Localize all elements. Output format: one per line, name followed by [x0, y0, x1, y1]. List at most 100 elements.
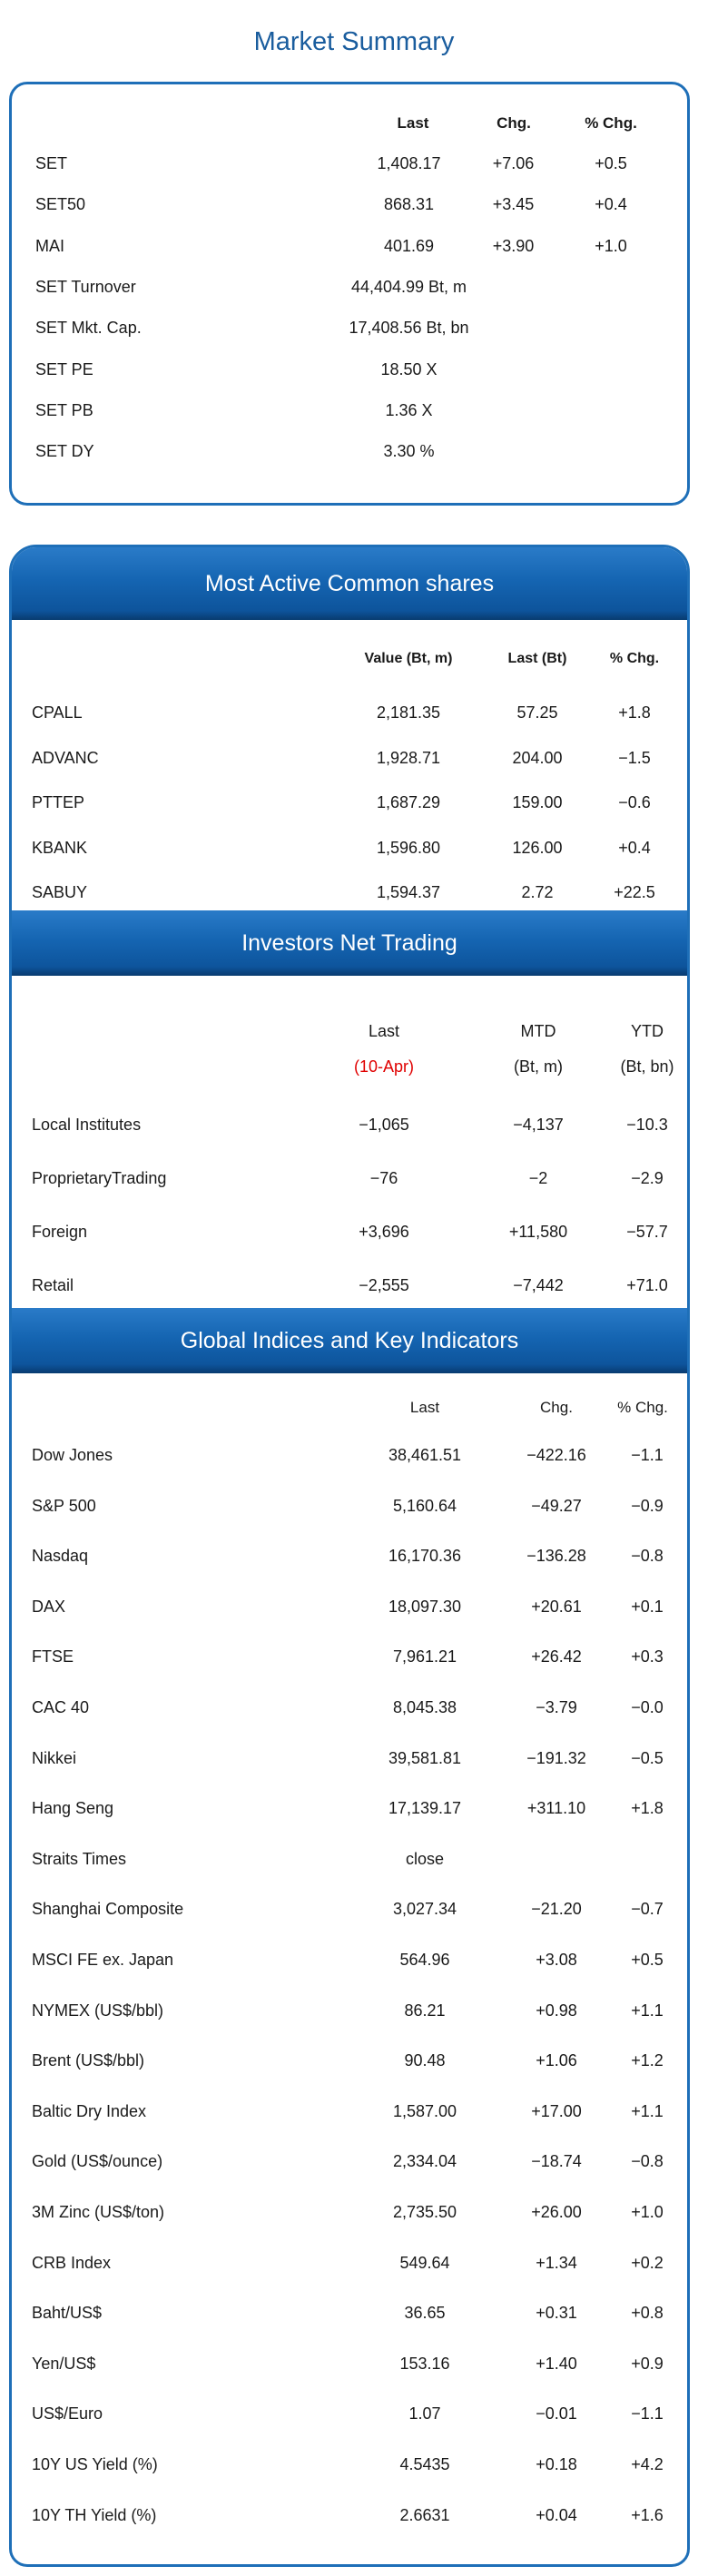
table-row: Foreign +3,696 +11,580 −57.7 — [12, 1218, 687, 1245]
table-row: ADVANC 1,928.71 204.00 −1.5 — [12, 744, 687, 772]
table-row: Retail −2,555 −7,442 +71.0 — [12, 1272, 687, 1299]
table-row: US$/Euro 1.07 −0.01 −1.1 — [12, 2400, 687, 2427]
chg-value: +0.31 — [536, 2304, 577, 2323]
last-price: 57.25 — [516, 703, 558, 722]
last-value: 8,045.38 — [392, 1698, 457, 1716]
chg-value: −422.16 — [526, 1446, 586, 1464]
chg-value: +26.00 — [531, 2203, 582, 2221]
table-row: Nasdaq 16,170.36 −136.28 −0.8 — [12, 1542, 687, 1569]
ytd-value: −57.7 — [626, 1223, 668, 1241]
investor-type: Local Institutes — [32, 1116, 142, 1134]
column-header-chg: Chg. — [540, 1399, 573, 1416]
column-header-last-bt: Last (Bt) — [507, 651, 567, 666]
investors-subheader-row: (10-Apr) (Bt, m) (Bt, bn) — [12, 1053, 687, 1080]
last-value: 5,160.64 — [392, 1496, 457, 1515]
pct-chg-value: +0.4 — [618, 838, 651, 857]
last-value: 44,404.99 Bt, m — [350, 277, 467, 296]
column-header-last: Last — [368, 1022, 400, 1040]
stock-symbol: PTTEP — [32, 793, 85, 811]
table-row: SET 1,408.17 +7.06 +0.5 — [12, 150, 687, 177]
indicator-name: Baht/US$ — [32, 2304, 103, 2323]
table-row: KBANK 1,596.80 126.00 +0.4 — [12, 834, 687, 861]
table-row: Local Institutes −1,065 −4,137 −10.3 — [12, 1111, 687, 1138]
chg-value: +26.42 — [531, 1647, 582, 1667]
indicator-name: Nasdaq — [32, 1547, 89, 1566]
mtd-value: −2 — [528, 1169, 548, 1187]
indicator-name: Hang Seng — [32, 1799, 114, 1818]
pct-chg-value: +1.0 — [631, 2203, 664, 2221]
pct-chg-value: +1.0 — [595, 236, 627, 255]
table-row: MSCI FE ex. Japan 564.96 +3.08 +0.5 — [12, 1946, 687, 1973]
table-row: Gold (US$/ounce) 2,334.04 −18.74 −0.8 — [12, 2148, 687, 2175]
row-label: SET DY — [35, 442, 94, 461]
chg-value: −21.20 — [531, 1900, 582, 1919]
chg-value: +1.34 — [536, 2253, 577, 2272]
last-value: −76 — [369, 1169, 398, 1187]
ytd-value: −2.9 — [631, 1169, 664, 1187]
pct-chg-value: +0.5 — [595, 154, 627, 172]
pct-chg-value: +0.5 — [631, 1951, 664, 1969]
last-value: −2,555 — [359, 1276, 409, 1294]
table-row: SET50 868.31 +3.45 +0.4 — [12, 191, 687, 218]
chg-value: +311.10 — [526, 1799, 586, 1818]
column-header-last: Last — [397, 114, 429, 132]
table-row: PTTEP 1,687.29 159.00 −0.6 — [12, 789, 687, 816]
indicator-name: Shanghai Composite — [32, 1900, 184, 1919]
table-row: CRB Index 549.64 +1.34 +0.2 — [12, 2249, 687, 2276]
global-header-row: Last Chg. % Chg. — [12, 1394, 687, 1421]
pct-chg-value: +1.2 — [631, 2051, 664, 2070]
pct-chg-value: +1.8 — [618, 703, 651, 722]
table-row: SET Turnover 44,404.99 Bt, m — [12, 273, 687, 300]
investors-section-header: Investors Net Trading — [12, 910, 687, 976]
indicator-name: 3M Zinc (US$/ton) — [32, 2203, 165, 2221]
stock-symbol: KBANK — [32, 838, 88, 857]
pct-chg-value: +1.6 — [631, 2505, 664, 2524]
pct-chg-value: +1.8 — [631, 1799, 664, 1818]
indicator-name: Brent (US$/bbl) — [32, 2051, 145, 2070]
last-value: 549.64 — [399, 2253, 450, 2272]
last-value: 1,408.17 — [377, 154, 441, 172]
last-value: 868.31 — [383, 195, 435, 214]
value-bt-m: 2,181.35 — [376, 703, 441, 722]
pct-chg-value: −1.1 — [631, 2404, 664, 2424]
pct-chg-value: −0.0 — [631, 1698, 664, 1716]
table-row: Nikkei 39,581.81 −191.32 −0.5 — [12, 1745, 687, 1772]
ytd-value: −10.3 — [626, 1116, 668, 1134]
chg-value: +1.06 — [536, 2051, 577, 2070]
last-value: 18.50 X — [380, 359, 438, 379]
chg-value: +17.00 — [531, 2101, 582, 2120]
indicator-name: Baltic Dry Index — [32, 2101, 147, 2120]
pct-chg-value: −0.7 — [631, 1900, 664, 1919]
chg-value: +3.90 — [492, 236, 535, 255]
market-data-card: Most Active Common shares Value (Bt, m) … — [9, 545, 690, 2567]
last-value: 1.07 — [408, 2404, 441, 2424]
table-row: FTSE 7,961.21 +26.42 +0.3 — [12, 1643, 687, 1670]
investors-title: Investors Net Trading — [241, 930, 457, 956]
most-active-section-header: Most Active Common shares — [12, 547, 687, 620]
chg-value: +0.04 — [536, 2505, 577, 2524]
column-header-pct-chg: % Chg. — [585, 114, 637, 132]
table-row: Brent (US$/bbl) 90.48 +1.06 +1.2 — [12, 2047, 687, 2074]
last-price: 126.00 — [512, 838, 563, 857]
column-header-chg: Chg. — [497, 114, 531, 132]
chg-value: +3.08 — [536, 1951, 577, 1969]
chg-value: −191.32 — [526, 1748, 586, 1767]
column-header-ytd: YTD — [631, 1022, 664, 1040]
last-value: 16,170.36 — [388, 1547, 462, 1566]
last-value: close — [405, 1849, 445, 1868]
indicator-name: Gold (US$/ounce) — [32, 2152, 163, 2171]
chg-value: +0.98 — [536, 2001, 577, 2020]
last-value: 1,587.00 — [392, 2101, 457, 2120]
mtd-value: +11,580 — [508, 1223, 568, 1241]
column-header-pct-chg: % Chg. — [609, 651, 660, 666]
indicator-name: CRB Index — [32, 2253, 112, 2272]
table-row: 10Y US Yield (%) 4.5435 +0.18 +4.2 — [12, 2451, 687, 2478]
last-value: −1,065 — [359, 1116, 409, 1134]
pct-chg-value: +0.9 — [631, 2354, 664, 2373]
chg-value: −18.74 — [531, 2152, 582, 2171]
row-label: SET50 — [35, 195, 86, 214]
investor-type: ProprietaryTrading — [32, 1169, 167, 1187]
pct-chg-value: −0.8 — [631, 2152, 664, 2171]
last-value: 564.96 — [399, 1951, 450, 1969]
pct-chg-value: +0.8 — [631, 2304, 664, 2323]
